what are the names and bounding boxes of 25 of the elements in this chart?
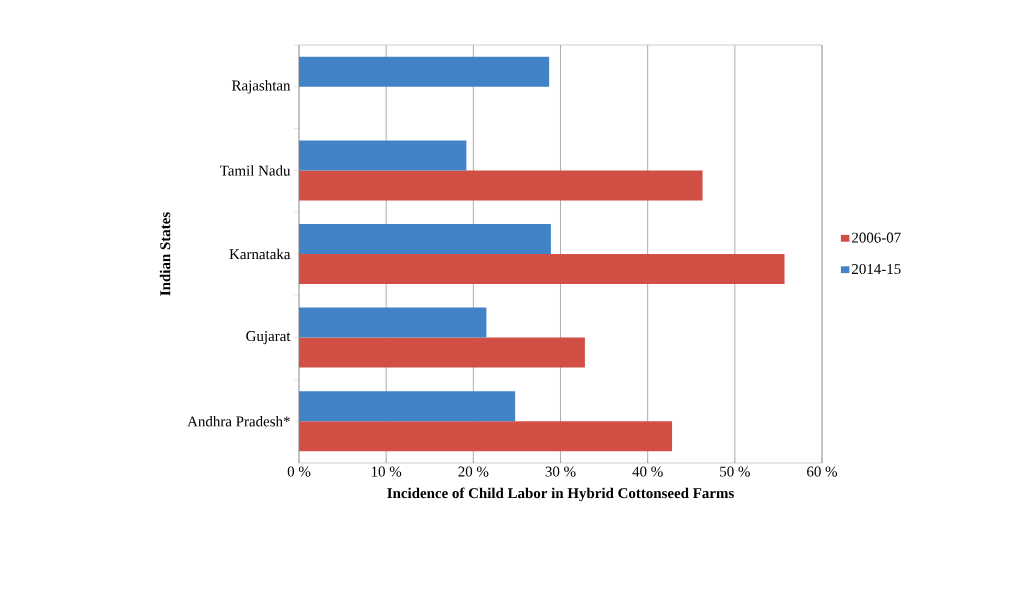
y-tick-label: Tamil Nadu	[219, 165, 291, 176]
legend-label: 2006-07	[852, 232, 901, 243]
x-tick-label: 30 %	[545, 466, 576, 477]
bar	[299, 140, 467, 171]
x-tick-label: 10 %	[371, 466, 402, 477]
bar	[299, 337, 585, 368]
x-tick-label: 40 %	[632, 466, 663, 477]
x-tick-label: 60 %	[807, 466, 838, 477]
y-tick-label: Karnataka	[229, 248, 291, 260]
legend-label: 2014-15	[852, 264, 901, 275]
y-tick-label: Gujarat	[246, 331, 291, 345]
bar	[299, 254, 785, 285]
y-tick-label: Rajashtan	[231, 80, 291, 94]
x-tick-label: 0 %	[287, 466, 311, 477]
bar	[299, 170, 703, 201]
bar	[299, 56, 550, 87]
bar	[299, 307, 487, 338]
bar	[299, 421, 673, 452]
x-axis-title: Incidence of Child Labor in Hybrid Cottonseed Farms	[387, 487, 734, 502]
bar	[299, 391, 516, 422]
y-axis-title: Indian States	[159, 212, 171, 296]
y-tick-label: Andhra Pradesh*	[187, 415, 290, 427]
x-tick-label: 20 %	[458, 466, 489, 477]
x-tick-label: 50 %	[720, 466, 750, 477]
bar	[299, 224, 551, 254]
